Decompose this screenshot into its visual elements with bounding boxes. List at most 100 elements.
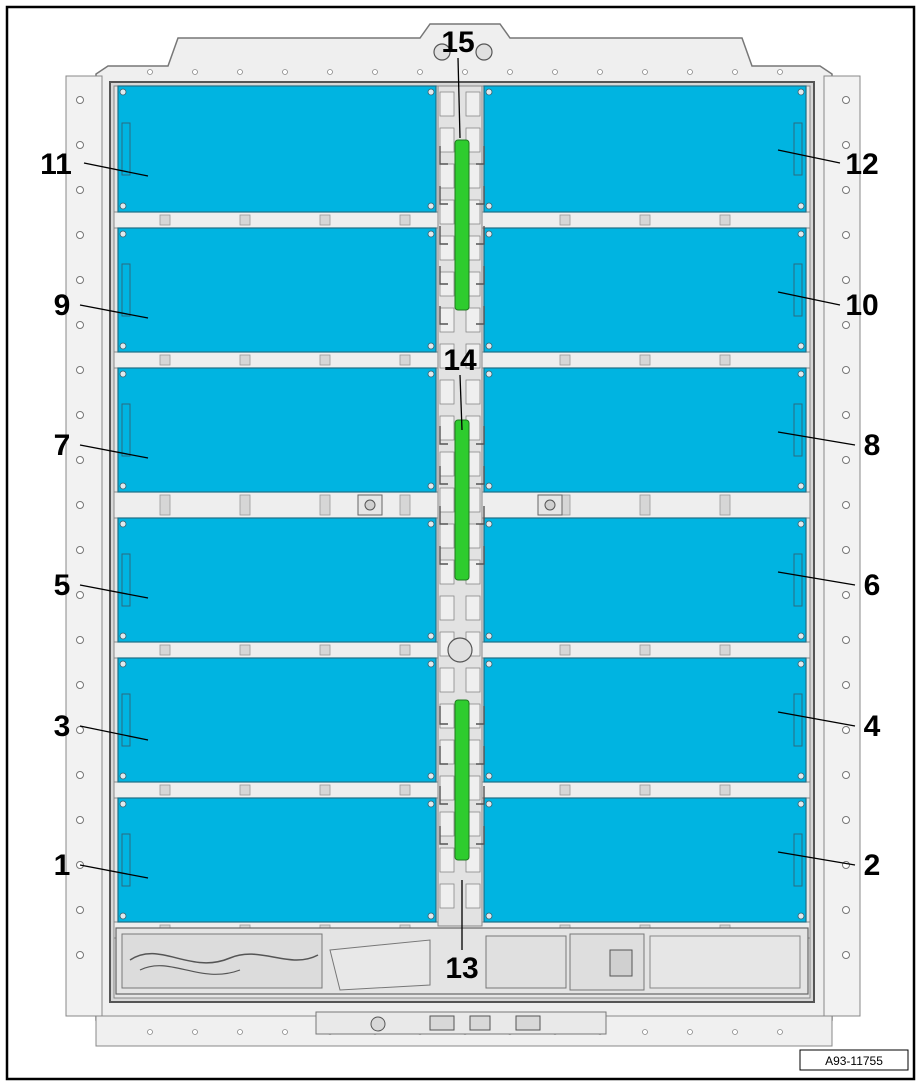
mount-hole bbox=[76, 726, 84, 734]
mount-hole bbox=[687, 1029, 693, 1035]
leader-line bbox=[83, 162, 149, 177]
battery-module bbox=[483, 517, 807, 643]
mount-hole bbox=[237, 69, 243, 75]
harness-hook bbox=[439, 306, 485, 325]
module-latch bbox=[121, 122, 131, 176]
spine-bracket bbox=[439, 127, 455, 153]
module-latch bbox=[121, 693, 131, 747]
harness-hook bbox=[439, 706, 485, 725]
bolt-icon bbox=[797, 370, 805, 378]
cross-member-clip bbox=[319, 644, 331, 656]
callout-2: 2 bbox=[864, 849, 881, 882]
mount-hole bbox=[842, 951, 850, 959]
mount-hole bbox=[642, 69, 648, 75]
spine-bracket bbox=[465, 91, 481, 117]
mount-hole bbox=[777, 1029, 783, 1035]
mount-hole bbox=[76, 186, 84, 194]
connector-icon bbox=[609, 949, 633, 977]
mount-hole bbox=[76, 681, 84, 689]
bolt-icon bbox=[797, 88, 805, 96]
module-latch bbox=[121, 403, 131, 457]
wiring-harness bbox=[454, 139, 470, 311]
housing-side-left bbox=[65, 75, 103, 1017]
harness-hook bbox=[439, 146, 485, 165]
leader-line bbox=[79, 584, 149, 599]
leader-line bbox=[777, 431, 856, 446]
bolt-icon bbox=[427, 88, 435, 96]
mount-hole bbox=[842, 231, 850, 239]
bolt-icon bbox=[485, 660, 493, 668]
battery-module bbox=[483, 657, 807, 783]
bolt-icon bbox=[119, 660, 127, 668]
mount-hole bbox=[842, 771, 850, 779]
callout-15: 15 bbox=[441, 26, 474, 59]
callout-3: 3 bbox=[54, 710, 71, 743]
bolt-icon bbox=[119, 772, 127, 780]
wiring-harness bbox=[454, 419, 470, 581]
bolt-icon bbox=[427, 772, 435, 780]
bolt-icon bbox=[485, 482, 493, 490]
cross-member-clip bbox=[399, 784, 411, 796]
cross-member-clip bbox=[239, 354, 251, 366]
module-latch bbox=[793, 693, 803, 747]
spine-bracket bbox=[439, 775, 455, 801]
mount-hole bbox=[842, 186, 850, 194]
bolt-icon bbox=[427, 660, 435, 668]
mount-hole bbox=[462, 69, 468, 75]
cross-member-clip bbox=[239, 784, 251, 796]
harness-hook bbox=[439, 826, 485, 845]
mount-hole bbox=[732, 1029, 738, 1035]
battery-module bbox=[117, 227, 437, 353]
battery-module bbox=[117, 517, 437, 643]
cross-member-clip bbox=[559, 214, 571, 226]
leader-line bbox=[79, 444, 149, 459]
mount-hole bbox=[76, 591, 84, 599]
cross-member-clip bbox=[719, 214, 731, 226]
battery-module bbox=[117, 657, 437, 783]
cross-member-clip bbox=[399, 354, 411, 366]
bolt-icon bbox=[427, 912, 435, 920]
top-connector bbox=[433, 43, 493, 61]
cross-member-clip bbox=[399, 494, 411, 516]
callout-1: 1 bbox=[54, 849, 71, 882]
bolt-icon bbox=[119, 632, 127, 640]
harness-hook bbox=[439, 266, 485, 285]
battery-module bbox=[483, 85, 807, 213]
spine-bracket bbox=[439, 487, 455, 513]
leader-line bbox=[777, 291, 841, 306]
callout-5: 5 bbox=[54, 569, 71, 602]
cross-member-clip bbox=[639, 784, 651, 796]
spine-bracket bbox=[439, 379, 455, 405]
leader-line bbox=[777, 571, 856, 586]
reference-id-box: A93-11755 bbox=[799, 1049, 909, 1071]
cross-member-clip bbox=[639, 214, 651, 226]
spine-bracket bbox=[439, 811, 455, 837]
mount-hole bbox=[327, 69, 333, 75]
spine-bracket bbox=[465, 667, 481, 693]
harness-hook bbox=[439, 746, 485, 765]
mount-hole bbox=[147, 69, 153, 75]
mount-hole bbox=[76, 771, 84, 779]
bolt-icon bbox=[797, 660, 805, 668]
mount-hole bbox=[76, 411, 84, 419]
mount-hole bbox=[76, 141, 84, 149]
mount-hole bbox=[76, 231, 84, 239]
bolt-icon bbox=[119, 342, 127, 350]
bottom-connectors bbox=[315, 1011, 607, 1035]
callout-6: 6 bbox=[864, 569, 881, 602]
mount-hole bbox=[642, 1029, 648, 1035]
spine-bracket bbox=[439, 235, 455, 261]
harness-hook bbox=[439, 506, 485, 525]
module-latch bbox=[793, 263, 803, 317]
wiring-harnesses bbox=[439, 139, 485, 861]
bolt-icon bbox=[797, 912, 805, 920]
cross-member-clip bbox=[639, 644, 651, 656]
mount-hole bbox=[552, 69, 558, 75]
mount-hole bbox=[76, 96, 84, 104]
spine-bracket bbox=[439, 739, 455, 765]
leader-line bbox=[777, 851, 856, 866]
spine-bracket bbox=[439, 343, 455, 369]
mount-hole bbox=[76, 366, 84, 374]
housing-side-right bbox=[823, 75, 861, 1017]
module-latch bbox=[121, 833, 131, 887]
